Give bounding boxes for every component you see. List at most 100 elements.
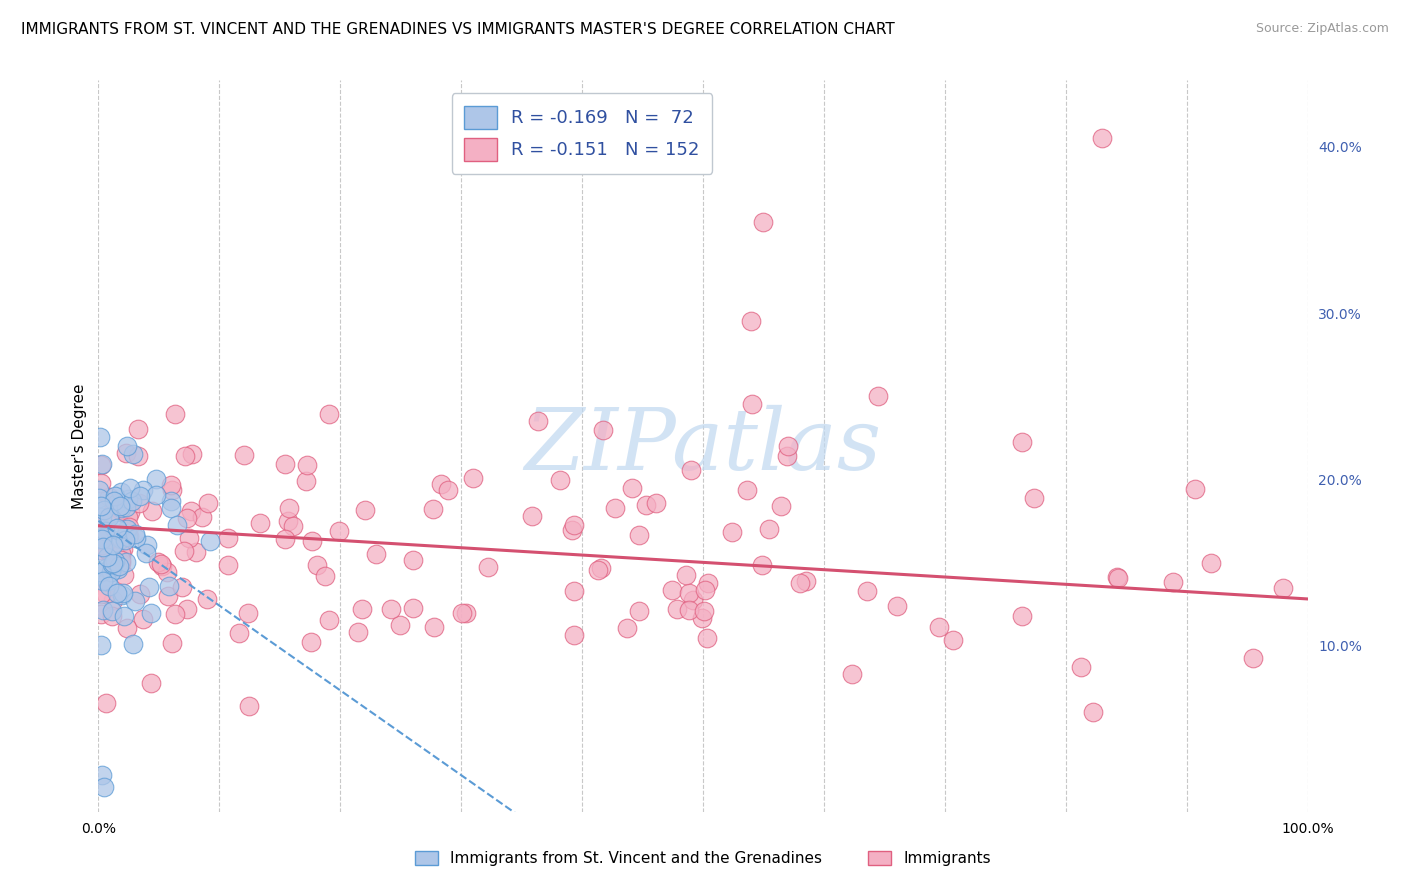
Point (217, 558, 239, 572)
Point (156, 565, 179, 579)
Point (110, 556, 132, 570)
Point (616, 621, 638, 635)
Point (110, 553, 132, 567)
Point (678, 586, 700, 600)
Point (117, 621, 139, 635)
Point (103, 538, 125, 552)
Point (1069, 660, 1091, 674)
Point (1271, 581, 1294, 595)
Point (91, 533, 114, 547)
Point (127, 449, 149, 463)
Point (1011, 435, 1033, 450)
Point (110, 532, 132, 546)
Point (197, 496, 219, 510)
Point (91, 510, 114, 524)
Point (112, 541, 135, 556)
Text: ZIPatlas: ZIPatlas (524, 405, 882, 487)
Point (149, 558, 172, 572)
Point (91, 603, 114, 617)
Point (96, 574, 118, 588)
Point (118, 529, 141, 543)
Point (586, 563, 609, 577)
Point (93, 503, 115, 517)
Point (758, 523, 780, 537)
Point (176, 602, 198, 616)
Point (138, 580, 160, 594)
Point (160, 500, 183, 515)
Point (173, 450, 195, 464)
Point (186, 545, 208, 559)
Point (277, 514, 299, 528)
Point (644, 496, 666, 510)
Point (90, 566, 112, 580)
Point (389, 618, 412, 632)
Point (195, 591, 218, 606)
Point (1024, 491, 1046, 505)
Point (101, 560, 124, 574)
Point (314, 568, 336, 582)
Point (89, 491, 111, 505)
Point (146, 556, 169, 570)
Point (941, 633, 963, 648)
Point (776, 449, 799, 463)
Point (120, 505, 142, 519)
Point (350, 602, 373, 616)
Point (90, 520, 112, 534)
Point (110, 546, 132, 560)
Point (103, 494, 125, 508)
Point (696, 632, 718, 646)
Point (627, 527, 650, 541)
Point (328, 524, 350, 538)
Point (461, 471, 484, 485)
Point (232, 449, 254, 463)
Point (101, 593, 124, 607)
Point (94, 524, 117, 538)
Point (401, 601, 423, 615)
Point (91, 574, 114, 588)
Point (159, 477, 181, 491)
Point (90, 538, 112, 552)
Point (1184, 482, 1206, 496)
Point (96, 574, 118, 588)
Point (295, 458, 318, 472)
Point (96, 587, 118, 601)
Point (548, 473, 571, 487)
Point (89, 429, 111, 443)
Point (145, 472, 167, 486)
Point (527, 414, 550, 428)
Point (110, 485, 132, 500)
Point (636, 499, 658, 513)
Point (366, 547, 388, 561)
Point (94, 561, 117, 575)
Point (430, 477, 453, 491)
Point (751, 558, 773, 572)
Y-axis label: Master's Degree: Master's Degree (72, 384, 87, 508)
Point (354, 503, 377, 517)
Point (249, 516, 271, 530)
Point (477, 560, 499, 574)
Point (150, 558, 173, 573)
Point (380, 602, 402, 616)
Point (104, 489, 127, 503)
Point (666, 602, 689, 616)
Point (157, 579, 180, 593)
Point (91, 457, 114, 471)
Point (139, 607, 162, 621)
Point (855, 583, 877, 598)
Point (794, 574, 817, 589)
Point (124, 531, 146, 545)
Point (198, 534, 221, 549)
Point (132, 612, 155, 626)
Point (692, 610, 714, 624)
Point (180, 447, 202, 461)
Point (179, 531, 201, 545)
Point (295, 475, 318, 489)
Point (101, 556, 124, 570)
Point (741, 397, 763, 411)
Point (89, 532, 111, 546)
Point (621, 481, 644, 495)
Point (91, 768, 114, 782)
Point (451, 606, 474, 620)
Point (97, 579, 120, 593)
Point (1107, 570, 1129, 584)
